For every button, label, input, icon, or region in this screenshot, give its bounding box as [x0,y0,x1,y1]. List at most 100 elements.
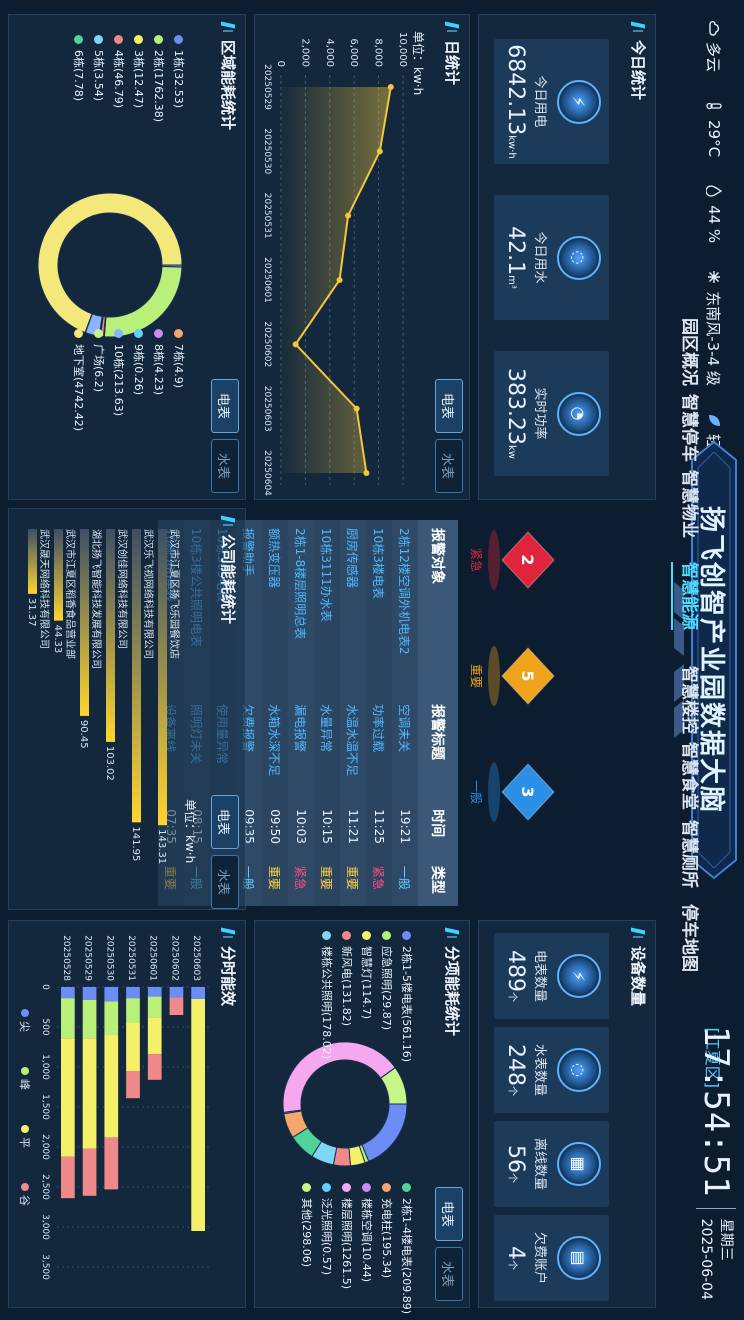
legend-swatch [154,329,164,338]
legend-label: 智慧灯(114.7) [360,946,373,1020]
cloud-icon [709,21,720,36]
legend-item[interactable]: 2栋1-4楼电表(209.89) [397,1183,417,1314]
hourly-legend-swatch [21,1125,29,1133]
daily-electric-toggle[interactable]: 电表 [435,379,463,433]
legend-label: 泛光照明(0.57) [320,1198,333,1276]
nav-parking-map[interactable]: 停车地图 [679,904,699,972]
hourly-y-tick: 20250601 [148,935,158,981]
legend-item[interactable]: 楼栋空调(10.44) [357,1183,377,1314]
legend-item[interactable]: 应急照明(29.87) [377,931,397,1062]
daily-y-tick: 8,000 [373,38,384,67]
company-water-toggle[interactable]: 水表 [211,855,239,909]
hourly-legend-label: 尖 [18,1021,31,1032]
wind-icon [708,271,720,284]
nav-park-overview[interactable]: 园区概况 [679,318,699,386]
hourly-bar-segment [191,999,205,1231]
legend-item[interactable]: 4栋(46.79) [109,35,129,122]
legend-swatch [402,1183,412,1192]
legend-item[interactable]: 2栋1-5楼电表(561.16) [397,931,417,1062]
legend-item[interactable]: 广场(6.2) [89,329,109,431]
legend-item[interactable]: 智慧灯(114.7) [357,931,377,1062]
hourly-bar-segment [104,1001,119,1035]
daily-point [387,84,394,90]
legend-item[interactable]: 6栋(7.78) [69,35,89,122]
daily-x-tick: 20250603 [262,386,272,432]
hourly-legend-swatch [21,1009,29,1017]
today-panel: 今日统计 ⚡ 今日用电 6842.13kw·h ◌ 今日用水 42.1m³ ◔ … [478,14,656,500]
hourly-x-tick: 1,500 [40,1094,50,1120]
legend-label: 楼栋公共照明(178.02) [320,946,333,1060]
nav-smart-energy[interactable]: 智慧能源 [679,562,704,630]
legend-item[interactable]: 其他(298.06) [297,1183,317,1314]
alarm-type: 重要 [314,857,340,906]
alarm-object: 额热变压器 [262,520,288,697]
legend-item[interactable]: 新风电(131.82) [337,931,357,1062]
legend-item[interactable]: 7栋(4.9) [169,329,189,431]
legend-item[interactable]: 泛光照明(0.57) [317,1183,337,1314]
water-meter-count-value: 248 [503,1044,528,1086]
hourly-stacked-chart: 0 500 1,000 1,500 2,000 2,500 3,000 3,500 202506… [18,935,209,1280]
legend-item[interactable]: 3栋(12.47) [129,35,149,122]
area-water-toggle[interactable]: 水表 [211,439,239,493]
area-electric-toggle[interactable]: 电表 [211,379,239,433]
hourly-bar-segment [82,987,97,1000]
subitem-electric-toggle[interactable]: 电表 [435,1187,463,1241]
hourly-bar-segment [191,987,205,999]
legend-swatch [322,931,332,940]
alarm-row[interactable]: 2栋1-8楼层照明总表 漏电报警 10:03 紧急 [288,520,314,906]
legend-item[interactable]: 2栋(1762.38) [149,35,169,122]
company-panel: 公司能耗统计 电表 水表 单位：kw·h 武汉市江夏区扬飞乐园餐饮店 143.31… [8,508,246,910]
arrears-count-card: ▤ 欠费账户 4个 [494,1215,609,1301]
legend-item[interactable]: 楼栋公共照明(178.02) [317,931,337,1062]
alarm-time: 11:21 [340,801,366,858]
legend-item[interactable]: 5栋(3.54) [89,35,109,122]
company-electric-toggle[interactable]: 电表 [211,795,239,849]
legend-swatch [174,329,184,338]
nav-smart-building[interactable]: 智慧楼控 [679,666,699,734]
legend-item[interactable]: 地下室(4742.42) [69,329,89,431]
daily-line-chart: 0 2,000 4,000 6,000 8,000 10,000 20250529 20250… [262,32,408,496]
hourly-bar-segment [169,987,184,998]
alarm-badge-count: 5 [518,670,537,681]
alarm-time: 10:03 [288,801,314,858]
alarm-row[interactable]: 额热变压器 水箱水深不足 09:50 重要 [262,520,288,906]
hourly-bar-segment [82,999,97,1039]
account-icon: ▤ [557,1236,601,1280]
subitem-legend-left: 2栋1-5楼电表(561.16) 应急照明(29.87) 智慧灯(114.7) 新风电… [317,931,417,1062]
legend-item[interactable]: 9栋(0.26) [129,329,149,431]
hourly-bar-segment [169,997,184,1016]
alarm-badge-label: 一般 [469,780,484,804]
nav-smart-parking[interactable]: 智慧停车 [679,394,699,462]
alarm-type: 重要 [340,857,366,906]
nav-smart-toilet[interactable]: 智慧厕所 [679,820,699,888]
company-bar [158,529,167,826]
lightning-icon: ⚡ [557,79,601,124]
alarm-row[interactable]: 10栋3111办水表 水量异常 10:15 重要 [314,520,340,906]
legend-item[interactable]: 8栋(4.23) [149,329,169,431]
alarm-object: 2栋1-8楼层照明总表 [288,520,314,697]
nav-smart-canteen[interactable]: 智慧食堂 [679,742,699,810]
leaf-icon [709,414,720,426]
hourly-y-tick: 20250602 [169,935,179,981]
legend-item[interactable]: 充电柱(195.34) [377,1183,397,1314]
legend-item[interactable]: 10栋(213.63) [109,329,129,431]
daily-water-toggle[interactable]: 水表 [435,439,463,493]
legend-label: 7栋(4.9) [172,344,185,389]
alarm-row[interactable]: 10栋3楼电表 功率过载 11:25 紧急 [366,520,392,906]
nav-smart-property[interactable]: 智慧物业 [679,470,699,538]
subitem-panel: 分项能耗统计 电表 水表 2栋1-5楼电表(561.16) 应急照明(29.87)… [254,920,470,1314]
daily-point [292,341,299,348]
legend-item[interactable]: 1栋(32.53) [169,35,189,122]
subitem-water-toggle[interactable]: 水表 [435,1247,463,1301]
hourly-bar-segment [104,1137,119,1190]
alarm-row[interactable]: 厨房传感器 水温水温不足 11:21 重要 [340,520,366,906]
alarm-title: 水箱水深不足 [262,696,288,802]
alarm-row[interactable]: 2栋12楼空调外机电表2 空调未关 19:21 一般 [392,520,418,906]
legend-item[interactable]: 楼层照明(1261.5) [337,1183,357,1314]
alarm-object: 10栋3111办水表 [314,520,340,697]
legend-label: 2栋(1762.38) [152,50,165,123]
daily-title: 日统计 [443,40,461,86]
legend-swatch [94,35,104,44]
legend-label: 应急照明(29.87) [380,946,393,1031]
alarm-badge-label: 紧急 [469,548,484,572]
